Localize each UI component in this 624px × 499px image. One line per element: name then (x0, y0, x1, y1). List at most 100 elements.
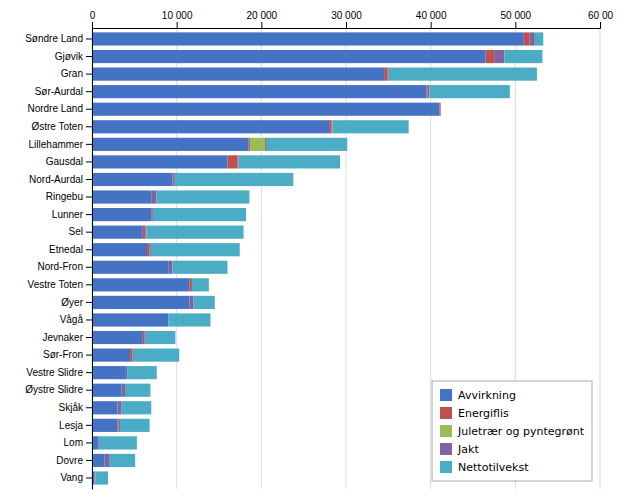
tick-mark (92, 22, 93, 28)
tick-mark (86, 319, 92, 320)
bar-segment (92, 138, 249, 151)
tick: Øyer (61, 297, 92, 308)
legend-label: Avvirkning (458, 389, 516, 402)
tick: Ringebu (46, 191, 92, 202)
legend-label: Juletrær og pyntegrønt (457, 425, 585, 438)
bar-segment (387, 68, 388, 81)
tick-label: Sør-Aurdal (35, 86, 83, 97)
legend-swatch (440, 425, 452, 437)
bar-segment (189, 278, 192, 291)
tick: Gran (61, 68, 92, 79)
tick-mark (515, 22, 516, 28)
tick-mark (86, 249, 92, 250)
bar-segment (329, 120, 332, 133)
plot: 010 00020 00030 00040 00050 00060 00Sønd… (25, 10, 613, 490)
tick-mark (86, 91, 92, 92)
bar-segment (92, 419, 117, 432)
bar-segment (439, 103, 440, 116)
legend-item: Avvirkning (440, 389, 516, 402)
tick-label: Lillehammer (29, 139, 84, 150)
bar-segment (535, 32, 543, 45)
grid-line (600, 28, 601, 489)
bar-segment (267, 138, 347, 151)
tick: Vestre Slidre (26, 367, 92, 378)
bar-segment (92, 190, 151, 203)
tick-mark (86, 214, 92, 215)
bar-segment (332, 120, 408, 133)
legend-label: Energiflis (458, 407, 509, 420)
legend-swatch (440, 389, 452, 401)
bar-segment (152, 208, 153, 221)
tick-mark (86, 232, 92, 233)
bar-segment (127, 366, 157, 379)
bar-segment (92, 155, 227, 168)
bar-segment (125, 384, 150, 397)
series (95, 32, 535, 484)
tick: Lom (64, 437, 92, 448)
series (92, 32, 524, 484)
series (250, 138, 265, 151)
tick: Etnedal (49, 244, 92, 255)
tick-label: Vågå (60, 314, 84, 325)
tick-mark (86, 390, 92, 391)
tick: Lunner (52, 209, 92, 220)
bar-segment (117, 419, 118, 432)
tick-mark (600, 22, 601, 28)
tick-mark (86, 267, 92, 268)
bar-segment (149, 243, 150, 256)
tick-label: Nord-Fron (37, 261, 83, 272)
tick-label: Øyer (61, 297, 83, 308)
bar-segment (151, 208, 153, 221)
bar-segment (92, 349, 130, 362)
tick-label: Øystre Slidre (25, 384, 83, 395)
tick: Østre Toten (31, 121, 92, 132)
legend-label: Jakt (457, 443, 479, 456)
bar-segment (99, 436, 137, 449)
tick-label: Gran (61, 68, 83, 79)
tick: Nord-Fron (37, 261, 92, 272)
tick: Nord-Aurdal (29, 174, 92, 185)
tick-mark (86, 442, 92, 443)
bar-segment (133, 349, 180, 362)
tick-mark (86, 56, 92, 57)
legend-item: Juletrær og pyntegrønt (440, 425, 585, 438)
tick-label: Ringebu (46, 191, 83, 202)
bar-segment (122, 384, 125, 397)
bar-segment (237, 155, 238, 168)
tick: Vågå (60, 314, 92, 325)
legend-swatch (440, 443, 452, 455)
bar-segment (92, 401, 117, 414)
tick-label: 10 000 (162, 10, 193, 21)
tick-mark (86, 179, 92, 180)
tick: Sør-Aurdal (35, 86, 92, 97)
bar-segment (439, 103, 441, 116)
bar-segment (92, 32, 524, 45)
tick: Øystre Slidre (25, 384, 92, 395)
bar-segment (486, 50, 494, 63)
tick-label: Lesja (59, 420, 83, 431)
grid (92, 28, 600, 489)
tick-mark (86, 407, 92, 408)
bars (92, 32, 543, 484)
bar-segment (125, 366, 126, 379)
tick-mark (86, 284, 92, 285)
bar-segment (153, 208, 246, 221)
tick: Søndre Land (25, 33, 92, 44)
tick: Dovre (56, 455, 92, 466)
bar-segment (227, 155, 237, 168)
bar-segment (143, 226, 146, 239)
bar-segment (494, 50, 504, 63)
bar-segment (439, 103, 441, 116)
tick-label: Sør-Fron (43, 349, 83, 360)
tick-mark (261, 22, 262, 28)
tick-label: Søndre Land (25, 33, 83, 44)
bar-segment (92, 68, 384, 81)
tick: 30 000 (331, 10, 362, 28)
tick: 20 000 (247, 10, 278, 28)
bar-segment (144, 331, 145, 344)
x-axis: 010 00020 00030 00040 00050 00060 00 (90, 10, 614, 29)
tick-mark (346, 22, 347, 28)
bar-segment (92, 173, 172, 186)
bar-segment (238, 155, 340, 168)
tick: 10 000 (162, 10, 193, 28)
